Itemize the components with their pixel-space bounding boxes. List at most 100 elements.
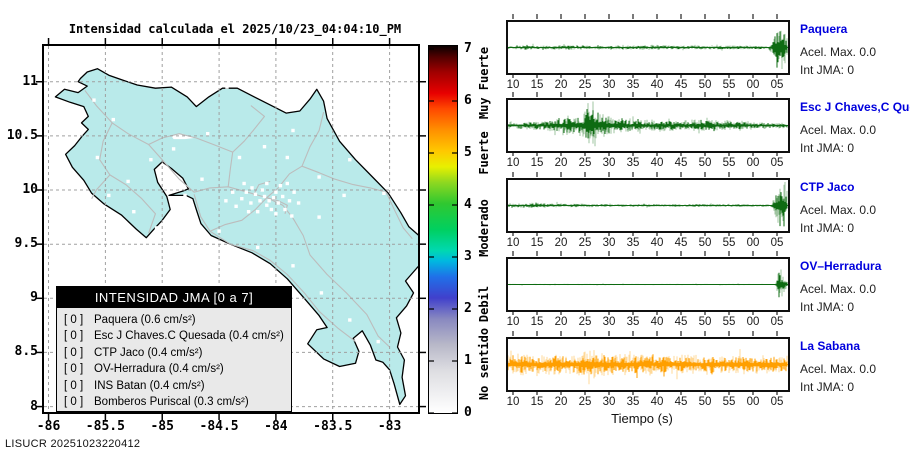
map-x-tick-label: -84 [264, 419, 288, 434]
colorbar-tick-label: 5 [464, 145, 472, 160]
legend-station-label: Esc J Chaves.C Quesada (0.4 cm/s²) [94, 330, 284, 343]
trace-fringe [507, 182, 788, 223]
trace-waveform [507, 192, 788, 227]
seismo-tick-label: 15 [530, 316, 544, 328]
seismo-tick-label: 00 [746, 316, 760, 328]
map-y-tick-label: 10.5 [6, 127, 38, 143]
seismo-tick-label: 40 [650, 316, 664, 328]
station-marker [376, 339, 380, 344]
station-marker [269, 207, 274, 212]
map-x-tick-label: -83 [377, 419, 402, 434]
station-markers [92, 85, 386, 344]
seismo-x-labels: 10 15 20 25 30 35 40 45 50 55 00 05 [506, 157, 790, 169]
seismo-tick-label: 25 [578, 396, 592, 408]
seismo-trace-esc-j-chaves-c-quesada [507, 101, 788, 147]
station-marker [285, 155, 289, 160]
seismo-trace-ov-herradura [507, 269, 788, 298]
seismo-tick-label: 10 [506, 157, 520, 169]
station-int-jma: Int JMA: 0 [800, 221, 855, 235]
seismo-tick-label: 40 [650, 157, 664, 169]
seismo-tick-label: 50 [698, 237, 712, 249]
seismo-trace-paquera [507, 30, 788, 69]
map-y-tick-label: 8 [30, 398, 38, 414]
station-marker [290, 214, 294, 218]
seismo-tick-label: 15 [530, 396, 544, 408]
colorbar-tick-label: 2 [464, 301, 472, 316]
seismo-x-labels: 10 15 20 25 30 35 40 45 50 55 00 05 [506, 237, 790, 249]
jma-intensity-legend: INTENSIDAD JMA [0 a 7] [ 0 ] Paquera (0.6… [56, 286, 292, 412]
map-x-tick-label: -85.5 [85, 419, 125, 434]
seismo-tick-label: 40 [650, 237, 664, 249]
road [385, 191, 413, 240]
seismo-tick-label: 10 [506, 79, 520, 91]
station-marker [274, 190, 278, 194]
road [148, 133, 233, 153]
seismo-tick-label: 20 [554, 157, 568, 169]
seismo-tick-label: 25 [578, 316, 592, 328]
station-name-paquera: Paquera [800, 22, 848, 36]
station-marker [281, 194, 285, 199]
legend-item-ins-batan: [ 0 ] INS Batan (0.4 cm/s²) [64, 378, 284, 394]
station-marker [246, 210, 251, 214]
colorbar-category-fuerte: Fuerte [477, 131, 491, 175]
seismo-tick-label: 05 [770, 316, 784, 328]
legend-station-label: OV-Herradura (0.4 cm/s²) [94, 363, 224, 376]
road [84, 90, 267, 199]
trace-fringe [507, 30, 788, 69]
colorbar-tick-label: 1 [464, 353, 472, 368]
legend-item-esc-j-chaves-c-quesada: [ 0 ] Esc J Chaves.C Quesada (0.4 cm/s²) [64, 328, 284, 344]
jma-value: [ 0 ] [64, 346, 84, 359]
colorbar-tick-label: 7 [464, 41, 472, 56]
seismo-tick-label: 10 [506, 316, 520, 328]
legend-item-ov-herradura: [ 0 ] OV-Herradura (0.4 cm/s²) [64, 361, 284, 377]
station-marker [283, 207, 287, 212]
colorbar-category-debil: Debil [477, 285, 491, 322]
road [301, 111, 325, 167]
station-marker [382, 191, 386, 195]
trace-waveform [507, 354, 788, 378]
seismo-tick-label: 40 [650, 79, 664, 91]
colorbar-category-muy-fuerte: Muy Fuerte [477, 46, 491, 119]
station-marker [267, 199, 271, 203]
station-marker [149, 158, 153, 162]
seismo-tick-label: 45 [674, 157, 688, 169]
station-marker [249, 201, 253, 205]
station-name-esc-j-chaves-c-quesada: Esc J Chaves,C Quesada [800, 100, 910, 114]
colorbar-category-moderado: Moderado [477, 199, 491, 258]
legend-item-paquera: [ 0 ] Paquera (0.6 cm/s²) [64, 312, 284, 328]
seismo-tick-label: 20 [554, 237, 568, 249]
map-x-tick-label: -84.5 [199, 419, 239, 434]
seismo-tick-label: 35 [626, 79, 640, 91]
road [266, 165, 387, 199]
legend-station-label: INS Batan (0.4 cm/s²) [94, 379, 205, 392]
seismo-tick-label: 35 [626, 396, 640, 408]
seismo-panel-ov-herradura [506, 257, 790, 312]
station-marker [225, 85, 229, 89]
intensity-colorbar [428, 45, 458, 414]
seismo-tick-label: 50 [698, 79, 712, 91]
seismo-tick-label: 05 [770, 396, 784, 408]
colorbar-tick-label: 6 [464, 93, 472, 108]
costa-rica-map [44, 46, 418, 412]
road [99, 122, 156, 234]
station-marker [262, 145, 267, 149]
station-accel-max: Acel. Max. 0.0 [800, 282, 877, 296]
seismo-tick-label: 45 [674, 316, 688, 328]
seismo-tick-label: 30 [602, 157, 616, 169]
colorbar-tick-label: 3 [464, 249, 472, 264]
station-int-jma: Int JMA: 0 [800, 63, 855, 77]
station-marker [171, 147, 176, 151]
colorbar-tick-label: 4 [464, 197, 472, 212]
legend-item-bomberos-puriscal: [ 0 ] Bomberos Puriscal (0.3 cm/s²) [64, 394, 284, 410]
colorbar-tick-label: 0 [464, 405, 472, 420]
jma-value: [ 0 ] [64, 314, 84, 326]
station-accel-max: Acel. Max. 0.0 [800, 45, 877, 59]
legend-station-label: Bomberos Puriscal (0.3 cm/s²) [94, 396, 249, 409]
station-marker [256, 210, 260, 214]
map-x-tick-label: -85 [150, 419, 174, 434]
station-int-jma: Int JMA: 0 [800, 141, 855, 155]
seismo-tick-label: 45 [674, 237, 688, 249]
station-marker [260, 188, 264, 192]
seismo-tick-label: 35 [626, 157, 640, 169]
road [227, 105, 266, 187]
